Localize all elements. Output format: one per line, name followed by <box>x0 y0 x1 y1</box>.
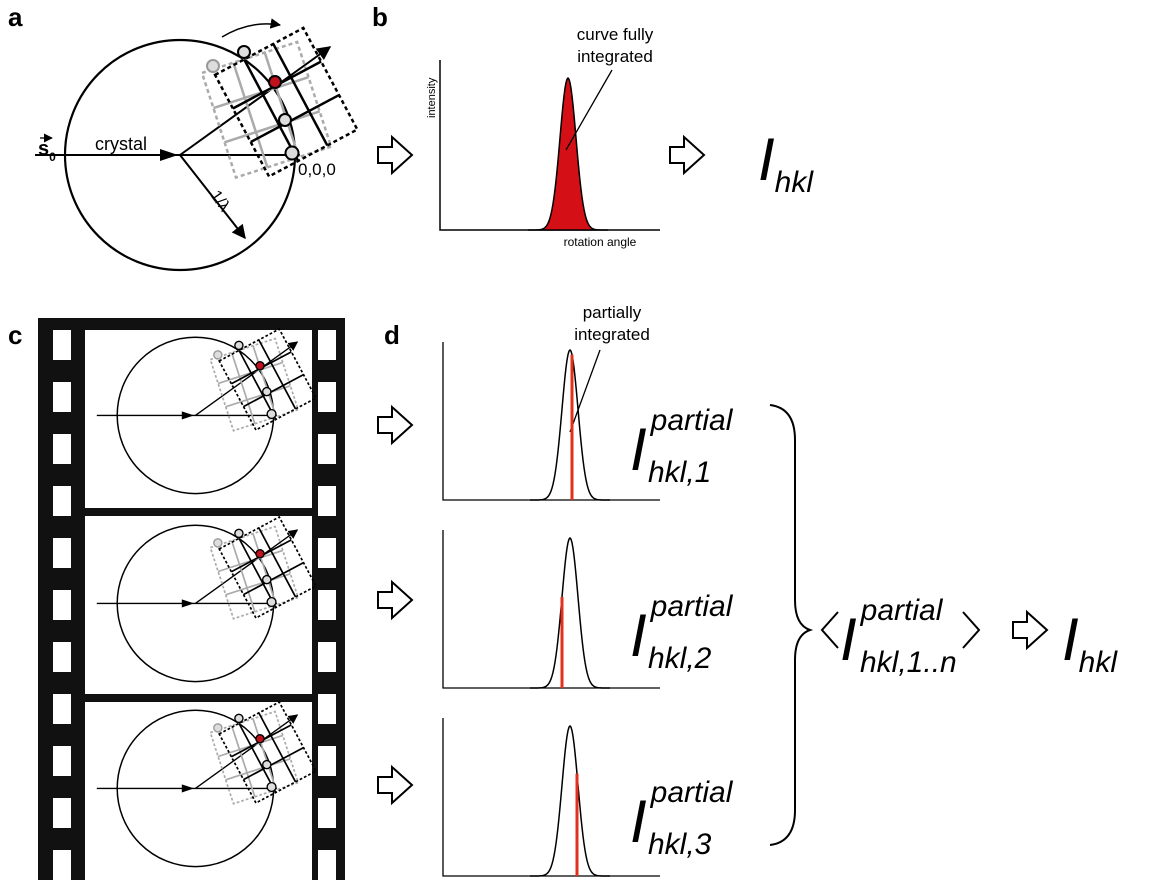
sprocket-hole <box>318 382 336 412</box>
sprocket-hole <box>53 538 71 568</box>
sprocket-hole <box>53 746 71 776</box>
y-axis-label: intensity <box>426 77 438 118</box>
axes <box>443 718 660 876</box>
annotation: integrated <box>574 325 650 344</box>
sprocket-hole <box>318 642 336 672</box>
flow-arrow <box>378 582 412 618</box>
sprocket-hole <box>318 538 336 568</box>
symbol: I <box>840 606 857 673</box>
sprocket-hole <box>318 746 336 776</box>
sprocket-hole <box>53 694 71 724</box>
sprocket-hole <box>53 798 71 828</box>
ewald-sphere <box>35 28 357 270</box>
annotation: curve fully <box>577 25 654 44</box>
sprocket-hole <box>53 434 71 464</box>
panel-label: d <box>384 320 400 350</box>
sprocket-hole <box>53 382 71 412</box>
sprocket-hole <box>318 330 336 360</box>
crystal-label: crystal <box>95 134 147 154</box>
result: Ihkl <box>1062 606 1118 679</box>
sprocket-hole <box>53 850 71 880</box>
axes <box>440 60 660 230</box>
subscript: hkl,1 <box>648 456 711 489</box>
peak-curve <box>530 350 610 500</box>
sprocket-hole <box>318 798 336 828</box>
superscript: partial <box>650 404 734 437</box>
beam-label: s0 <box>38 138 56 164</box>
symbol: I <box>630 788 647 855</box>
beam-symbol: s <box>38 138 49 160</box>
flow-arrow <box>378 137 412 173</box>
film-strip <box>38 318 345 880</box>
annotation: partially <box>583 303 642 322</box>
origin-label: 0,0,0 <box>298 160 336 179</box>
sprocket-hole <box>318 850 336 880</box>
symbol: I <box>758 126 775 193</box>
superscript: partial <box>650 776 734 809</box>
flow-arrow <box>378 407 412 443</box>
sprocket-hole <box>53 590 71 620</box>
annotation-line <box>570 350 600 432</box>
subscript: hkl <box>1079 646 1119 679</box>
superscript: partial <box>860 594 944 627</box>
sprocket-hole <box>318 434 336 464</box>
symbol: I <box>1062 606 1079 673</box>
rotation-arrow <box>222 24 280 37</box>
brace <box>770 405 810 845</box>
sprocket-hole <box>318 590 336 620</box>
x-axis-label: rotation angle <box>564 235 637 249</box>
sprocket-hole <box>53 486 71 516</box>
symbol: I <box>630 416 647 483</box>
flow-arrow <box>378 767 412 803</box>
result: Ihkl <box>758 126 814 199</box>
peak-curve <box>530 726 610 876</box>
flow-arrow <box>1013 612 1047 648</box>
annotation: integrated <box>577 47 653 66</box>
beam-subscript: 0 <box>49 150 56 164</box>
peak-curve <box>530 538 610 688</box>
superscript: partial <box>650 590 734 623</box>
subscript: hkl,2 <box>648 642 712 675</box>
sprocket-hole <box>318 486 336 516</box>
flow-arrow <box>670 137 704 173</box>
sprocket-hole <box>318 694 336 724</box>
subscript: hkl,3 <box>648 828 712 861</box>
peak-curve <box>528 78 608 230</box>
panel-label: b <box>372 2 388 32</box>
axes <box>443 530 660 688</box>
radius-label: 1/λ <box>207 188 233 215</box>
axes <box>443 342 660 500</box>
sprocket-hole <box>53 330 71 360</box>
subscript: hkl,1..n <box>860 646 957 679</box>
subscript: hkl <box>775 166 815 199</box>
panel-label: c <box>8 320 22 350</box>
panel-label: a <box>8 2 23 32</box>
sprocket-hole <box>53 642 71 672</box>
figure: a s0 crystal 1/λ 0,0,0 b intensity rotat… <box>0 0 1163 880</box>
symbol: I <box>630 602 647 669</box>
